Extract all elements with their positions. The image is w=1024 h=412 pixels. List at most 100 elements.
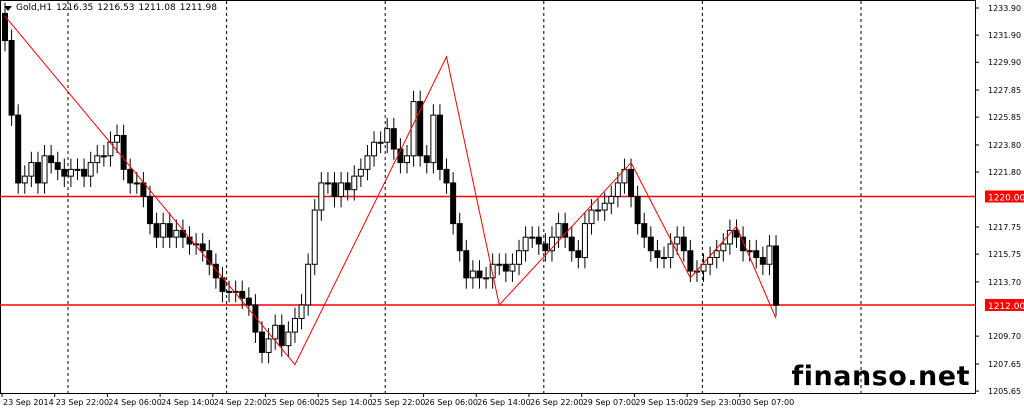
- candle-body: [502, 263, 509, 272]
- candle: [226, 280, 233, 303]
- candle: [548, 226, 555, 262]
- zigzag-line: [4, 15, 777, 366]
- candle: [726, 219, 733, 255]
- candle-body: [357, 168, 364, 177]
- candle-body: [364, 155, 371, 170]
- candle-body: [489, 263, 496, 279]
- candle-body: [120, 134, 127, 170]
- candle-body: [733, 229, 740, 238]
- price-label: 1209.70: [988, 332, 1021, 341]
- candle: [67, 158, 74, 187]
- candle-body: [535, 236, 542, 245]
- candle-body: [285, 331, 292, 347]
- candle-body: [100, 155, 107, 158]
- price-label: 1225.85: [988, 113, 1021, 122]
- candle: [687, 239, 694, 282]
- candle-body: [450, 182, 457, 225]
- candle-body: [773, 245, 780, 306]
- candle-body: [153, 223, 160, 238]
- candle-body: [8, 40, 15, 116]
- time-label: 26 Sep 22:00: [530, 398, 583, 407]
- candle-body: [654, 250, 661, 259]
- candle-body: [687, 250, 694, 272]
- candle-body: [318, 182, 325, 211]
- candle-body: [469, 270, 476, 279]
- candle-body: [509, 263, 516, 272]
- candle: [390, 117, 397, 160]
- candle-body: [700, 263, 707, 272]
- price-label: 1205.65: [988, 387, 1021, 396]
- price-label: 1207.65: [988, 360, 1021, 369]
- candle-body: [766, 245, 773, 265]
- candle: [371, 131, 378, 167]
- candle: [509, 253, 516, 282]
- candle: [311, 199, 318, 276]
- candle: [496, 253, 503, 276]
- candle: [265, 328, 272, 364]
- time-label: 26 Sep 14:00: [477, 398, 530, 407]
- candle: [707, 246, 714, 276]
- time-label: 25 Sep 06:00: [267, 398, 320, 407]
- candle-body: [417, 101, 424, 157]
- candle: [8, 29, 15, 126]
- candle-body: [483, 277, 490, 280]
- candle-body: [28, 162, 35, 177]
- candle: [647, 226, 654, 262]
- candle: [298, 294, 305, 330]
- candle-body: [133, 182, 140, 185]
- candle: [720, 233, 727, 262]
- candle-body: [555, 223, 562, 238]
- candle: [41, 144, 48, 194]
- candle-body: [166, 223, 173, 238]
- candle-body: [41, 155, 48, 184]
- candle: [48, 144, 55, 174]
- candle-body: [94, 155, 101, 164]
- candle: [753, 239, 760, 269]
- candle: [2, 2, 8, 52]
- candle: [628, 158, 635, 208]
- candle-body: [522, 236, 529, 252]
- candle-body: [753, 250, 760, 259]
- candle-body: [2, 12, 8, 42]
- candle: [338, 172, 345, 208]
- candle: [272, 314, 279, 350]
- candle: [245, 287, 252, 316]
- candle: [291, 307, 298, 343]
- candle: [351, 165, 358, 201]
- candle-body: [496, 263, 503, 266]
- candle: [535, 226, 542, 255]
- candle: [87, 151, 94, 187]
- time-label: 24 Sep 22:00: [214, 398, 267, 407]
- candle-body: [456, 223, 463, 252]
- candle-body: [74, 168, 81, 171]
- candle: [133, 172, 140, 194]
- candle: [160, 212, 167, 249]
- candle: [542, 233, 549, 262]
- dropdown-triangle-icon[interactable]: [4, 5, 12, 11]
- candle-body: [305, 263, 312, 306]
- candle: [54, 151, 61, 181]
- candle-body: [291, 318, 298, 333]
- candle: [15, 104, 22, 194]
- candle: [601, 192, 608, 221]
- candle: [502, 253, 509, 282]
- candle-body: [371, 141, 378, 157]
- candle-body: [311, 209, 318, 265]
- candle: [529, 226, 536, 249]
- candle-body: [54, 162, 61, 170]
- candle-body: [410, 101, 417, 157]
- candle-body: [384, 128, 391, 143]
- candle-body: [21, 175, 28, 184]
- candle-body: [48, 155, 55, 164]
- candle-body: [199, 243, 206, 252]
- candle-body: [548, 236, 555, 252]
- chart-header: Gold,H1 1216.35 1216.53 1211.08 1211.98: [4, 3, 217, 13]
- level-label: 1212.00: [988, 302, 1024, 312]
- candle-body: [746, 250, 753, 253]
- time-label: 24 Sep 14:00: [161, 398, 214, 407]
- candle: [179, 219, 186, 249]
- candle-body: [667, 243, 674, 259]
- candle-body: [634, 195, 641, 225]
- candle: [773, 235, 780, 317]
